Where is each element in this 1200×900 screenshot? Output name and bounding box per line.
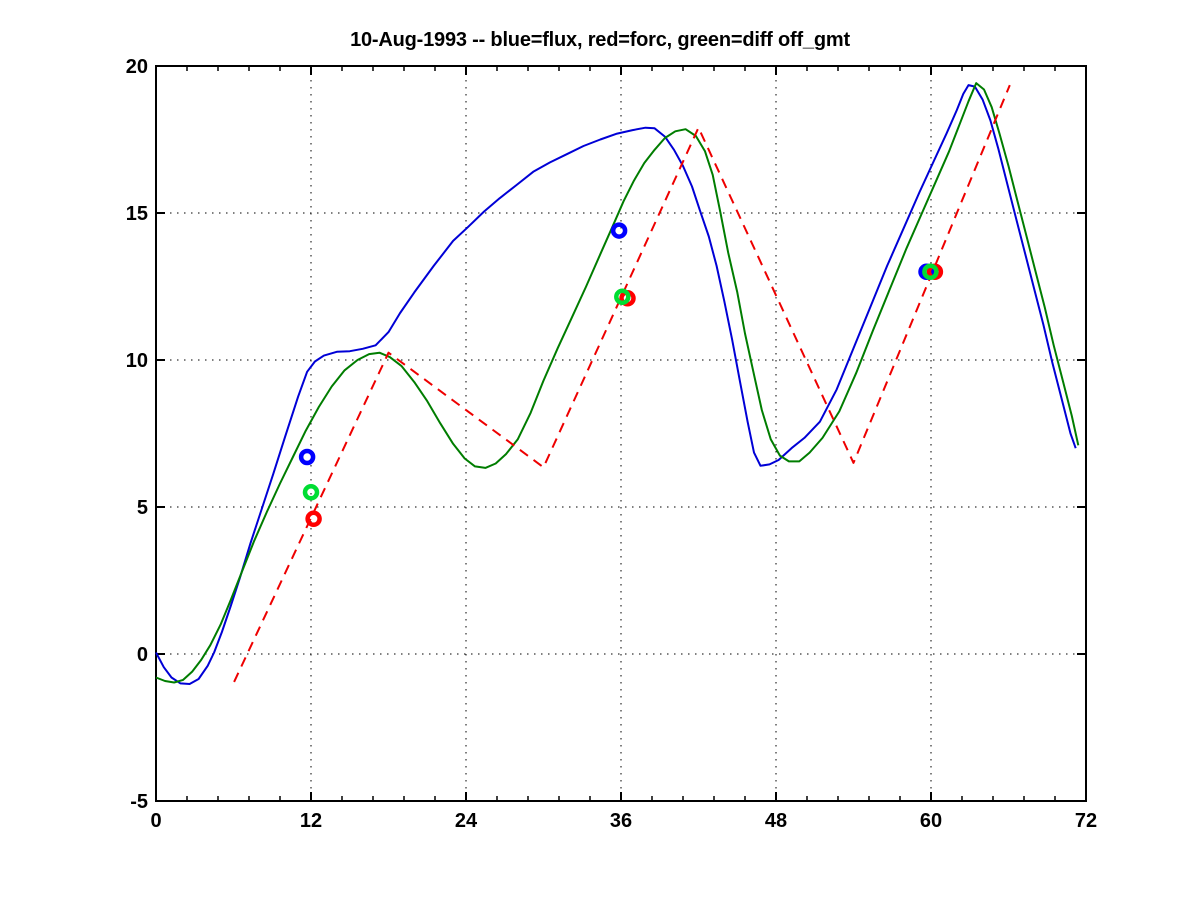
gridlines: [156, 66, 1086, 801]
y-tick-label: -5: [130, 791, 148, 813]
chart-title: 10-Aug-1993 -- blue=flux, red=forc, gree…: [350, 29, 850, 51]
x-tick-label: 36: [610, 810, 632, 832]
x-tick-label: 60: [920, 810, 942, 832]
x-tick-label: 48: [765, 810, 787, 832]
y-tick-label: 20: [126, 56, 148, 78]
y-tick-label: 15: [126, 203, 148, 225]
ticks: [155, 65, 1087, 802]
y-tick-label: 10: [126, 350, 148, 372]
marker-diff-obs: [614, 288, 631, 306]
series-flux: [155, 84, 1077, 685]
x-tick-label: 0: [150, 810, 161, 832]
x-tick-label: 24: [455, 810, 478, 832]
x-tick-label: 12: [300, 810, 322, 832]
x-minor-ticks: [186, 66, 1056, 801]
x-tick-label: 72: [1075, 810, 1097, 832]
marker-diff-obs: [302, 484, 320, 501]
marker-flux-obs: [298, 448, 316, 466]
series-diff: [155, 82, 1080, 684]
marker-flux-obs: [610, 222, 628, 239]
series-forc: [233, 84, 1011, 683]
y-tick-label: 0: [137, 644, 148, 666]
markers-diff-obs: [302, 263, 939, 501]
axes-frame: [155, 65, 1087, 802]
y-tick-label: 5: [137, 497, 148, 519]
marker-forc-obs: [305, 510, 322, 528]
marker-diff-obs: [922, 263, 939, 281]
